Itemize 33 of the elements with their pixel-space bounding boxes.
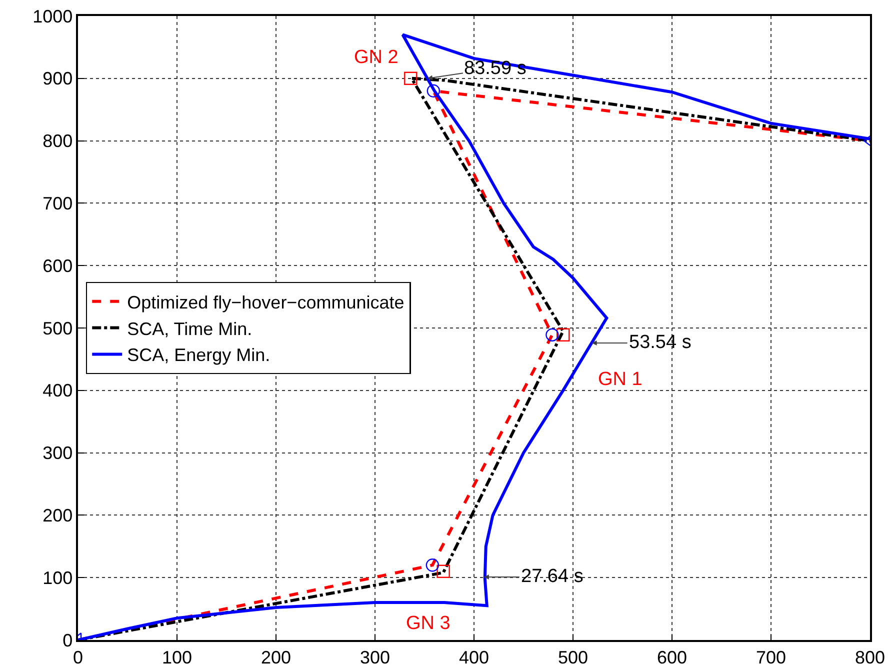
point	[556, 328, 570, 342]
point	[426, 558, 440, 572]
x-tick-label: 100	[162, 647, 192, 668]
annotation: GN 3	[406, 613, 450, 634]
annotation: GN 2	[354, 47, 398, 68]
point	[436, 564, 450, 578]
y-tick-label: 300	[42, 443, 73, 464]
x-tick-label: 500	[558, 647, 588, 668]
x-tick-label: 200	[260, 647, 292, 668]
y-tick-label: 400	[42, 380, 73, 401]
y-tick-label: 100	[42, 568, 73, 588]
x-tick-label: 300	[360, 647, 390, 668]
point	[426, 84, 440, 98]
point	[546, 328, 559, 342]
y-tick-label: 700	[42, 194, 73, 214]
x-tick-label: 700	[756, 647, 786, 668]
x-tick-label: 400	[458, 647, 490, 668]
legend-label: SCA, Time Min.	[127, 318, 252, 339]
annotation: 27.64 s	[521, 566, 584, 587]
x-tick-label: 800	[854, 647, 886, 668]
y-tick-label: 600	[42, 256, 73, 276]
y-tick-label: 0	[62, 630, 73, 650]
y-tick-label: 200	[42, 506, 73, 526]
y-tick-label: 500	[42, 318, 73, 338]
point	[404, 72, 418, 85]
annotation: GN 1	[598, 369, 642, 390]
legend-label: Optimized fly−hover−communicate	[127, 292, 404, 312]
x-tick-label: 600	[656, 647, 688, 668]
y-tick-label: 900	[42, 68, 73, 89]
y-tick-label: 1000	[32, 6, 73, 26]
annotation: 53.54 s	[629, 332, 692, 353]
legend-label: SCA, Energy Min.	[127, 345, 270, 366]
y-tick-label: 800	[42, 131, 73, 152]
